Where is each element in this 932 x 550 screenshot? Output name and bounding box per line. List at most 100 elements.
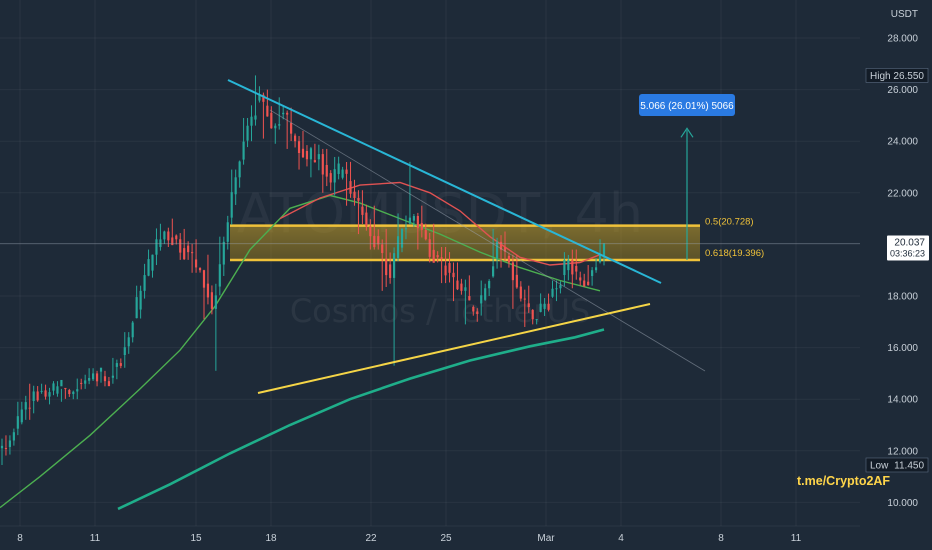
- candle[interactable]: [468, 275, 471, 301]
- candle[interactable]: [222, 236, 225, 276]
- candle[interactable]: [329, 170, 332, 191]
- candle[interactable]: [159, 223, 162, 251]
- candle[interactable]: [238, 160, 241, 188]
- candle[interactable]: [44, 384, 47, 400]
- candle[interactable]: [480, 280, 483, 316]
- candle[interactable]: [484, 283, 487, 301]
- candle[interactable]: [48, 387, 51, 405]
- candle[interactable]: [594, 257, 598, 273]
- candle[interactable]: [139, 285, 142, 319]
- candle[interactable]: [52, 381, 55, 396]
- candle[interactable]: [36, 386, 39, 402]
- candle[interactable]: [171, 218, 174, 246]
- candle[interactable]: [353, 179, 356, 206]
- candle[interactable]: [393, 247, 396, 366]
- candle[interactable]: [60, 379, 63, 402]
- candle[interactable]: [420, 205, 423, 238]
- candle[interactable]: [183, 228, 186, 260]
- candle[interactable]: [503, 231, 507, 262]
- candle[interactable]: [325, 148, 328, 187]
- candle[interactable]: [202, 269, 206, 320]
- candle[interactable]: [254, 75, 257, 126]
- candle[interactable]: [472, 305, 475, 316]
- candle[interactable]: [131, 320, 134, 343]
- candle[interactable]: [16, 401, 19, 436]
- candle[interactable]: [40, 383, 43, 394]
- candle[interactable]: [365, 204, 368, 231]
- measure-label-box[interactable]: [639, 94, 735, 116]
- candle[interactable]: [191, 243, 194, 273]
- candle[interactable]: [175, 234, 178, 245]
- downtrend-line[interactable]: [227, 79, 662, 284]
- candle[interactable]: [4, 435, 8, 456]
- candle[interactable]: [357, 190, 360, 235]
- fib-zone-fill[interactable]: [230, 225, 700, 260]
- candle[interactable]: [278, 97, 281, 130]
- candle[interactable]: [591, 267, 594, 286]
- candle[interactable]: [571, 249, 574, 289]
- candle[interactable]: [28, 383, 31, 420]
- candle[interactable]: [333, 156, 336, 196]
- candle[interactable]: [76, 378, 79, 400]
- candle[interactable]: [507, 252, 511, 268]
- candle[interactable]: [440, 246, 443, 284]
- candle[interactable]: [250, 105, 253, 142]
- candle[interactable]: [539, 293, 542, 313]
- candles[interactable]: [0, 75, 606, 465]
- candle[interactable]: [8, 435, 12, 455]
- candle[interactable]: [448, 252, 451, 283]
- candle[interactable]: [84, 374, 87, 389]
- price-axis[interactable]: USDT28.00026.00024.00022.00020.00018.000…: [865, 9, 929, 509]
- candle[interactable]: [543, 298, 546, 317]
- candle[interactable]: [519, 281, 522, 302]
- candle[interactable]: [123, 332, 126, 368]
- candle[interactable]: [309, 146, 313, 178]
- candle[interactable]: [476, 308, 479, 322]
- candle[interactable]: [95, 370, 99, 387]
- trend-extension-line[interactable]: [269, 109, 706, 372]
- candle[interactable]: [602, 243, 606, 266]
- candle[interactable]: [389, 252, 392, 284]
- candle[interactable]: [515, 254, 518, 289]
- candle[interactable]: [242, 117, 245, 165]
- candle[interactable]: [583, 273, 586, 287]
- candle[interactable]: [230, 169, 233, 225]
- candle[interactable]: [400, 228, 404, 253]
- candle[interactable]: [492, 228, 495, 278]
- support-trendline[interactable]: [257, 303, 651, 394]
- candle[interactable]: [64, 387, 67, 399]
- candle[interactable]: [92, 368, 95, 381]
- candle[interactable]: [464, 279, 467, 325]
- candle[interactable]: [262, 92, 265, 139]
- candle[interactable]: [337, 156, 340, 180]
- candle[interactable]: [155, 228, 158, 266]
- candle[interactable]: [444, 246, 447, 284]
- candle[interactable]: [68, 388, 71, 397]
- candle[interactable]: [551, 280, 554, 298]
- candle[interactable]: [301, 130, 305, 158]
- candle[interactable]: [488, 279, 491, 296]
- candle[interactable]: [456, 262, 459, 291]
- candle[interactable]: [210, 285, 213, 315]
- candle[interactable]: [143, 263, 146, 299]
- candle[interactable]: [321, 148, 324, 193]
- candle[interactable]: [135, 285, 138, 319]
- candle[interactable]: [270, 106, 273, 129]
- candle[interactable]: [587, 265, 590, 286]
- candle[interactable]: [547, 293, 550, 312]
- candle[interactable]: [297, 136, 301, 170]
- candle[interactable]: [499, 235, 503, 268]
- candle[interactable]: [373, 205, 376, 250]
- candle[interactable]: [286, 110, 289, 149]
- candle[interactable]: [179, 233, 182, 260]
- candle[interactable]: [234, 169, 237, 205]
- candle[interactable]: [32, 385, 35, 414]
- candle[interactable]: [119, 358, 122, 369]
- candle[interactable]: [460, 278, 463, 295]
- candle[interactable]: [107, 376, 111, 387]
- candle[interactable]: [349, 161, 352, 198]
- candle[interactable]: [274, 123, 277, 144]
- candle[interactable]: [206, 254, 210, 305]
- candle[interactable]: [412, 214, 415, 227]
- candle[interactable]: [115, 359, 118, 380]
